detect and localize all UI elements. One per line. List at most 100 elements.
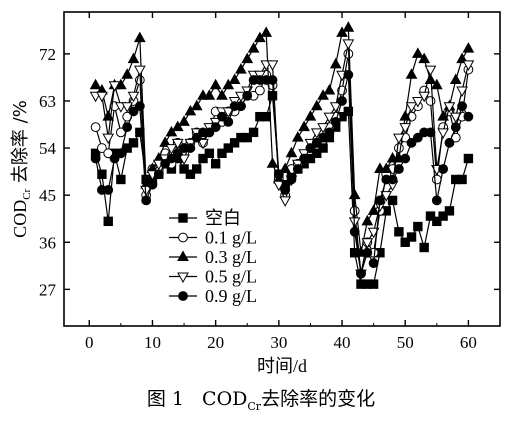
data-point-series-2 bbox=[235, 63, 247, 74]
data-point-series-4 bbox=[147, 179, 158, 190]
data-point-series-4 bbox=[103, 185, 114, 195]
data-point-series-1 bbox=[97, 143, 107, 153]
data-point-series-2 bbox=[380, 162, 393, 173]
x-tick-label: 60 bbox=[460, 333, 477, 352]
legend-marker-0 bbox=[178, 213, 188, 223]
data-point-series-2 bbox=[228, 73, 241, 85]
data-point-series-2 bbox=[209, 78, 222, 90]
data-point-series-4 bbox=[141, 195, 152, 206]
x-tick-label: 20 bbox=[207, 333, 224, 352]
data-point-series-0 bbox=[217, 148, 227, 159]
data-point-series-2 bbox=[361, 214, 374, 226]
data-point-series-0 bbox=[116, 174, 126, 185]
data-point-series-0 bbox=[394, 227, 404, 237]
data-point-series-4 bbox=[90, 153, 101, 164]
data-point-series-2 bbox=[133, 31, 146, 43]
x-tick-label: 10 bbox=[144, 333, 161, 352]
data-point-series-3 bbox=[393, 133, 405, 145]
y-tick-label: 72 bbox=[39, 45, 56, 64]
data-point-series-4 bbox=[223, 117, 234, 127]
data-point-series-3 bbox=[222, 107, 235, 118]
data-point-series-4 bbox=[134, 101, 145, 112]
data-point-series-3 bbox=[108, 81, 121, 92]
data-point-series-4 bbox=[109, 153, 120, 164]
x-axis-label: 时间/d bbox=[257, 356, 307, 376]
data-point-series-0 bbox=[261, 111, 271, 122]
data-point-series-0 bbox=[122, 143, 132, 153]
legend-label-1: 0.1 g/L bbox=[205, 228, 257, 248]
data-point-series-0 bbox=[444, 206, 455, 216]
data-point-series-0 bbox=[198, 153, 208, 164]
data-point-series-0 bbox=[387, 195, 398, 206]
data-point-series-4 bbox=[400, 153, 411, 164]
data-point-series-4 bbox=[438, 164, 449, 174]
data-point-series-0 bbox=[343, 106, 354, 117]
y-tick-label: 54 bbox=[39, 139, 57, 158]
data-point-series-2 bbox=[171, 120, 184, 132]
caption-text: 去除率的变化 bbox=[261, 388, 376, 410]
data-point-series-3 bbox=[329, 102, 342, 113]
data-point-series-4 bbox=[457, 101, 467, 112]
data-point-series-4 bbox=[356, 268, 366, 279]
data-point-series-4 bbox=[337, 96, 347, 106]
data-point-series-2 bbox=[285, 146, 298, 158]
data-point-series-2 bbox=[190, 99, 203, 111]
data-point-series-3 bbox=[165, 144, 178, 155]
data-point-series-0 bbox=[463, 153, 474, 164]
x-tick-label: 40 bbox=[334, 333, 351, 352]
data-point-series-4 bbox=[431, 195, 442, 206]
data-point-series-2 bbox=[329, 57, 342, 69]
data-point-series-3 bbox=[342, 39, 355, 50]
y-tick-label: 45 bbox=[39, 186, 56, 205]
data-point-series-4 bbox=[280, 185, 291, 195]
legend-marker-4 bbox=[178, 291, 188, 301]
data-point-series-3 bbox=[121, 102, 134, 113]
y-axis-label: CODCr 去除率 /% bbox=[10, 100, 33, 238]
legend-label-0: 空白 bbox=[205, 208, 241, 228]
data-point-series-0 bbox=[312, 148, 322, 159]
data-point-series-2 bbox=[348, 188, 361, 200]
data-point-series-2 bbox=[367, 204, 380, 215]
data-point-series-0 bbox=[242, 132, 252, 143]
x-tick-label: 0 bbox=[85, 333, 94, 352]
data-point-series-3 bbox=[310, 128, 323, 139]
data-point-series-2 bbox=[121, 68, 134, 79]
data-point-series-2 bbox=[241, 52, 254, 64]
data-point-series-0 bbox=[223, 143, 233, 153]
data-point-series-0 bbox=[191, 164, 202, 174]
data-point-series-0 bbox=[457, 174, 467, 185]
data-point-series-3 bbox=[317, 123, 329, 134]
data-point-series-0 bbox=[406, 232, 417, 242]
data-point-series-4 bbox=[128, 106, 139, 117]
data-point-series-2 bbox=[184, 104, 197, 116]
data-point-series-4 bbox=[311, 137, 322, 148]
data-point-series-2 bbox=[430, 78, 443, 90]
data-point-series-4 bbox=[318, 132, 328, 143]
data-point-series-2 bbox=[254, 31, 266, 43]
data-point-series-3 bbox=[133, 65, 146, 77]
figure-caption: 图 1 CODCr去除率的变化 bbox=[0, 384, 522, 413]
data-point-series-2 bbox=[203, 89, 216, 100]
data-point-series-0 bbox=[419, 242, 429, 253]
data-point-series-3 bbox=[178, 154, 190, 166]
data-point-series-2 bbox=[342, 21, 355, 32]
data-point-series-0 bbox=[248, 127, 259, 138]
data-point-series-2 bbox=[412, 47, 424, 58]
data-point-series-3 bbox=[96, 91, 108, 103]
data-point-series-4 bbox=[273, 169, 284, 180]
data-point-series-2 bbox=[405, 68, 418, 79]
data-point-series-3 bbox=[323, 112, 336, 124]
data-point-series-1 bbox=[90, 122, 101, 133]
caption-cod: COD bbox=[202, 388, 248, 410]
data-point-series-4 bbox=[349, 226, 360, 237]
data-point-series-4 bbox=[343, 69, 354, 80]
plot-frame bbox=[63, 11, 501, 327]
data-point-series-0 bbox=[368, 279, 379, 289]
data-point-series-0 bbox=[97, 169, 107, 179]
data-point-series-4 bbox=[375, 195, 385, 206]
data-point-series-2 bbox=[449, 73, 462, 85]
data-point-series-3 bbox=[443, 102, 456, 113]
data-point-series-0 bbox=[229, 138, 240, 148]
data-point-series-2 bbox=[266, 157, 279, 168]
